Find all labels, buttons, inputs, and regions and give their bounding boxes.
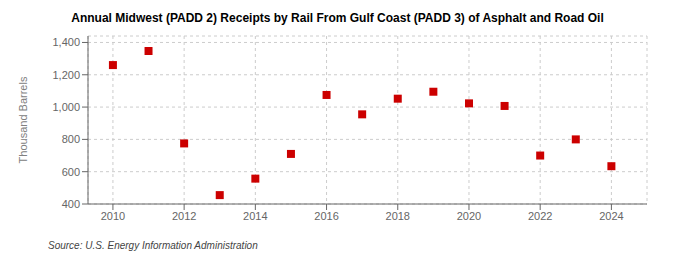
svg-text:2012: 2012: [172, 210, 196, 222]
svg-text:800: 800: [62, 133, 80, 145]
svg-text:2024: 2024: [599, 210, 623, 222]
svg-text:600: 600: [62, 166, 80, 178]
svg-text:2022: 2022: [528, 210, 552, 222]
svg-text:1,000: 1,000: [52, 101, 80, 113]
svg-text:400: 400: [62, 198, 80, 210]
svg-text:2018: 2018: [386, 210, 410, 222]
svg-text:Thousand Barrels: Thousand Barrels: [17, 76, 29, 163]
svg-text:1,400: 1,400: [52, 36, 80, 48]
svg-text:2010: 2010: [101, 210, 125, 222]
html-text:Annual Midwest (PADD 2) Receip: Annual Midwest (PADD 2) Receipts by Rail…: [71, 11, 604, 25]
svg-text:2014: 2014: [243, 210, 267, 222]
svg-text:1,200: 1,200: [52, 69, 80, 81]
svg-text:2016: 2016: [314, 210, 338, 222]
html-text:Source: U.S. Energy Informatio: Source: U.S. Energy Information Administ…: [48, 240, 258, 251]
svg-text:2020: 2020: [457, 210, 481, 222]
